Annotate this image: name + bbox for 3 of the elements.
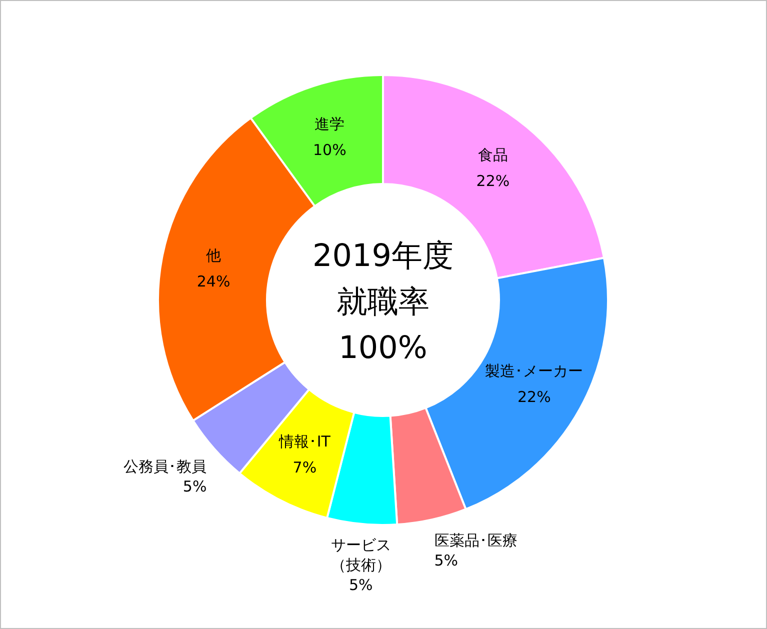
text: 100%	[338, 330, 428, 366]
text: 就職率	[336, 284, 430, 320]
text: 2019年度	[312, 238, 454, 274]
